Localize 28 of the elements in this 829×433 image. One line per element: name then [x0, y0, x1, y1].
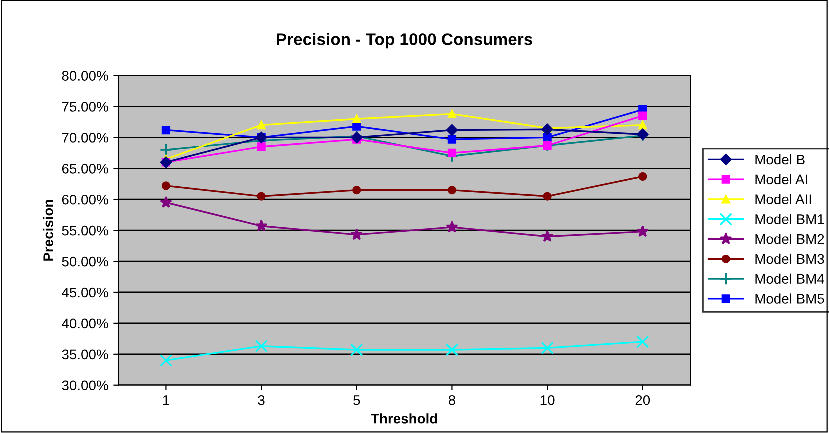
y-tick-label: 35.00%	[62, 350, 108, 360]
y-tick-label: 40.00%	[62, 318, 108, 329]
y-tick-label: 50.00%	[62, 256, 108, 267]
x-tick-label: 8	[448, 395, 456, 406]
x-tick-label: 10	[540, 395, 555, 406]
y-tick-label: 60.00%	[62, 194, 108, 205]
x-axis-title: Threshold	[371, 414, 438, 424]
x-tick-label: 5	[354, 396, 360, 406]
y-axis-title: Precision	[43, 200, 54, 261]
x-tick-label: 20	[636, 395, 650, 406]
legend-label: Model BM1	[756, 214, 824, 224]
y-tick-label: 55.00%	[62, 226, 108, 236]
chart-title: Precision - Top 1000 Consumers	[277, 33, 532, 49]
x-tick-label: 1	[163, 396, 170, 406]
y-tick-label: 30.00%	[62, 380, 108, 391]
y-tick-label: 70.00%	[62, 133, 108, 143]
legend-label: Model BM3	[756, 254, 824, 264]
legend-label: Model AII	[756, 194, 812, 204]
legend-label: Model AI	[756, 174, 808, 185]
y-tick-label: 45.00%	[62, 288, 108, 298]
y-tick-label: 80.00%	[62, 71, 108, 81]
legend-label: Model BM4	[756, 274, 824, 284]
legend-label: Model BM5	[756, 294, 824, 304]
y-tick-label: 65.00%	[62, 164, 108, 174]
legend-label: Model BM2	[756, 234, 824, 244]
y-tick-label: 75.00%	[62, 102, 108, 112]
legend-label: Model B	[756, 154, 805, 165]
x-tick-label: 3	[258, 395, 265, 406]
